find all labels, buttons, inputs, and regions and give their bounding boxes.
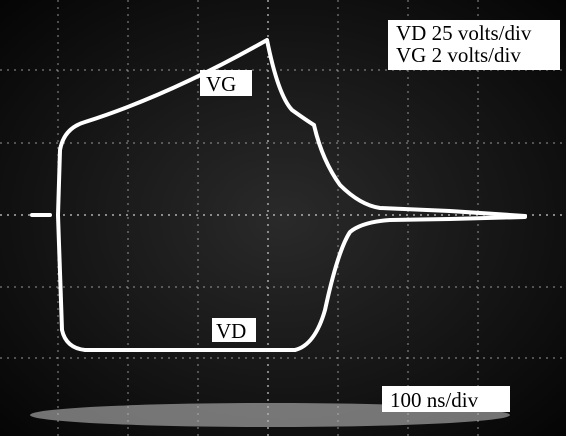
vd-label: VD [216, 319, 246, 343]
vd-scale: VD 25 volts/div [396, 21, 532, 45]
vd-trace [56, 213, 527, 352]
vg-scale: VG 2 volts/div [396, 43, 521, 67]
vg-trace [30, 38, 527, 218]
time-scale: 100 ns/div [390, 388, 479, 412]
scale-box [388, 20, 560, 70]
vg-label: VG [206, 72, 236, 96]
vg-label-box [200, 70, 252, 96]
vd-label-box [212, 318, 256, 342]
time-scale-box [382, 386, 510, 412]
